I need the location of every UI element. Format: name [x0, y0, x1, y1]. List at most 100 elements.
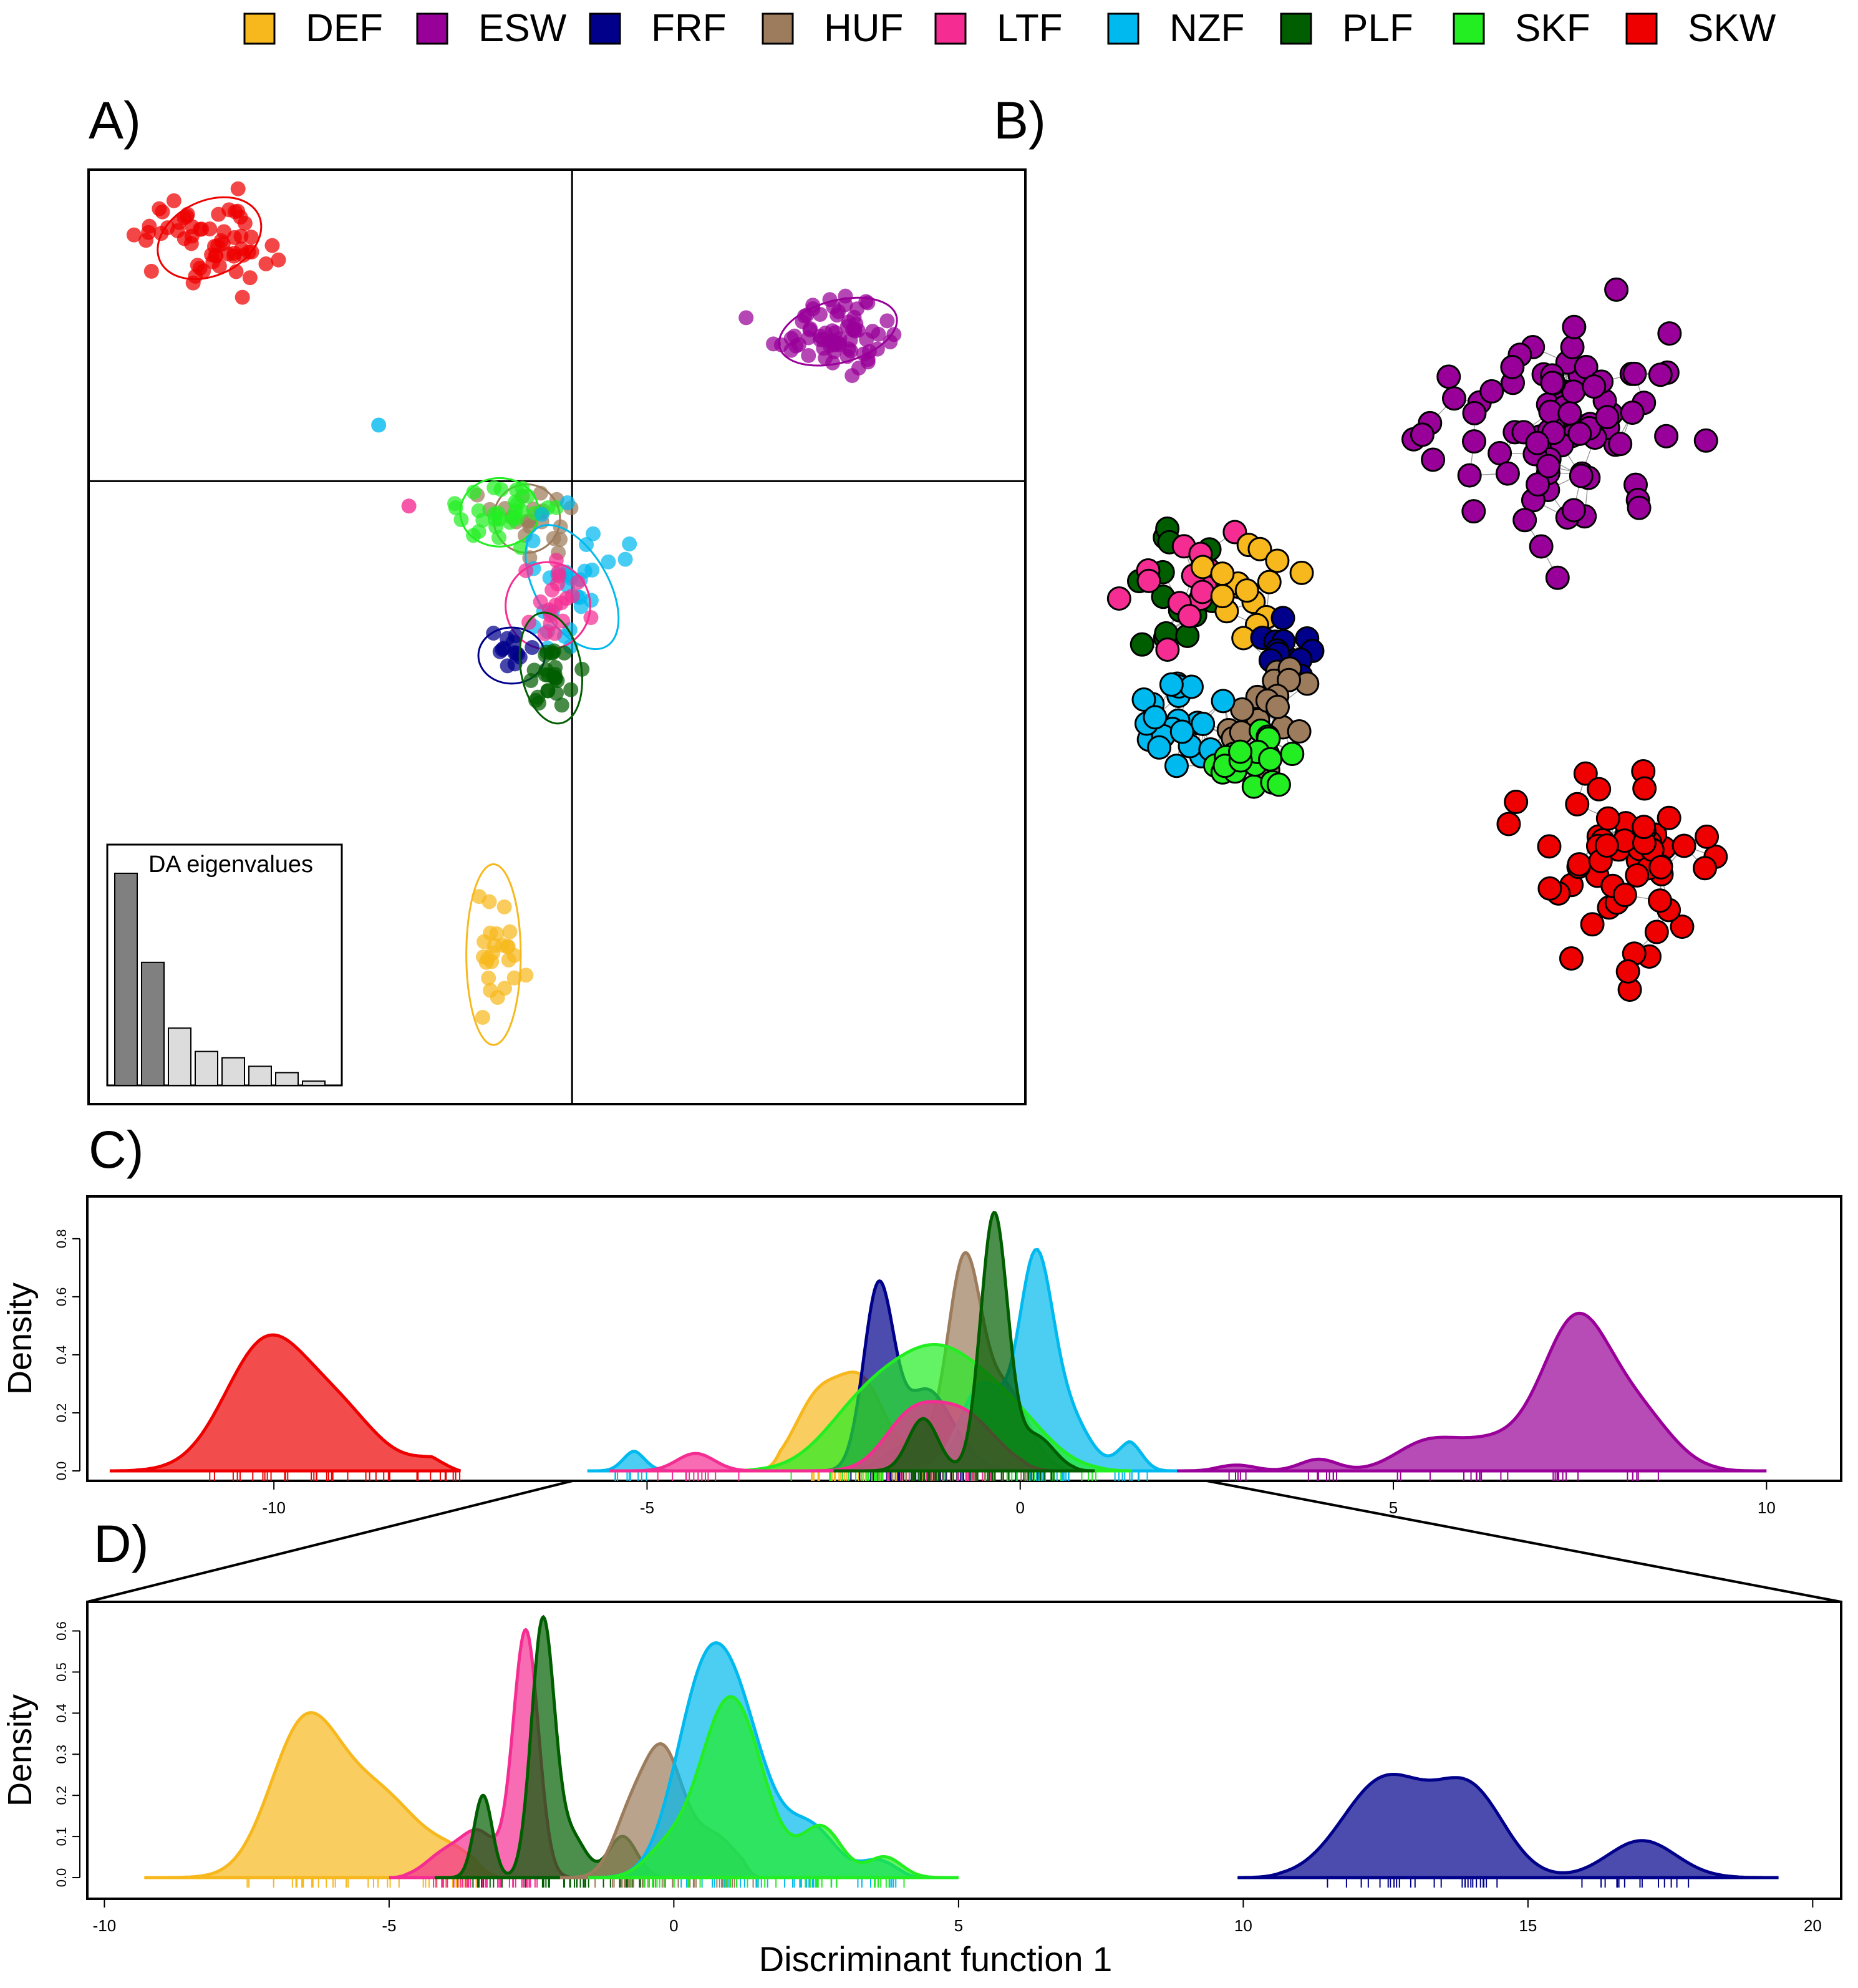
legend-label-esw: ESW	[478, 7, 567, 50]
scatter-point-skw	[185, 275, 201, 291]
network-node-esw	[1488, 441, 1512, 466]
rug-esw	[1228, 1472, 1659, 1481]
network-node-skw	[1670, 914, 1695, 939]
network-node-frf	[1270, 606, 1295, 631]
network-node-skw	[1648, 855, 1673, 880]
network-node-skw	[1594, 833, 1619, 858]
scatter-point-def	[483, 925, 498, 941]
panel-a-frame	[87, 168, 1027, 1105]
eigenvalue-bar	[141, 961, 165, 1087]
density-curve-plf	[833, 1211, 1095, 1473]
scatter-point-skf	[471, 524, 486, 540]
scatter-point-esw	[828, 325, 843, 341]
panel-label-b: B)	[994, 91, 1046, 150]
network-node-esw	[1654, 424, 1679, 449]
scatter-point-skf	[508, 482, 524, 498]
network-node-skw	[1565, 792, 1590, 817]
scatter-group-def	[465, 863, 534, 1046]
scatter-point-def	[501, 953, 516, 968]
panel-b-network	[1106, 277, 1728, 1002]
network-node-esw	[1567, 421, 1592, 446]
network-node-skw	[1632, 776, 1657, 801]
scatter-point-def	[502, 924, 518, 939]
legend-item-esw: ESW	[416, 7, 567, 50]
scatter-point-skf	[486, 480, 502, 495]
x-tick-label: 5	[954, 1916, 963, 1935]
network-node-skw	[1573, 761, 1598, 786]
legend-label-def: DEF	[306, 7, 383, 50]
x-tick-label: 5	[1389, 1498, 1398, 1517]
rug-skf	[631, 1879, 905, 1888]
network-node-skw	[1672, 833, 1696, 858]
zoom-connector-right	[1206, 1480, 1842, 1603]
scatter-point-ltf	[548, 553, 564, 568]
scatter-point-skw	[138, 233, 154, 248]
network-node-skw	[1625, 863, 1650, 888]
zoom-connectors	[87, 1480, 1842, 1603]
x-tick-label: -5	[640, 1498, 654, 1517]
scatter-point-skw	[221, 202, 237, 218]
scatter-point-skw	[166, 193, 181, 208]
scatter-point-def	[495, 938, 510, 953]
scatter-point-skw	[170, 223, 185, 238]
network-node-def	[1234, 578, 1259, 603]
scatter-point-skw	[194, 221, 210, 237]
scatter-point-esw	[886, 327, 902, 342]
network-node-ltf	[1155, 637, 1180, 662]
eigenvalue-bar	[195, 1050, 218, 1086]
panel-c-density: Density 0.0 0.2 0.4 0.6 0.8 -10 -5 0 5 10	[1, 1195, 1842, 1517]
scatter-point-skw	[233, 210, 248, 225]
network-node-esw	[1461, 499, 1486, 524]
scatter-point-frf	[507, 645, 523, 661]
scatter-point-skf	[492, 511, 508, 526]
y-tick-label: 0.1	[54, 1827, 69, 1846]
legend-item-skf: SKF	[1453, 7, 1590, 50]
network-node-skw	[1580, 912, 1605, 937]
network-node-skw	[1693, 856, 1718, 881]
scatter-point-skw	[211, 258, 227, 274]
scatter-point-nzf	[617, 551, 633, 567]
scatter-point-plf	[563, 682, 579, 697]
y-tick-label: 0.4	[54, 1346, 69, 1365]
legend-label-plf: PLF	[1342, 7, 1413, 50]
scatter-point-skf	[510, 496, 525, 512]
network-node-nzf	[1179, 674, 1204, 699]
y-tick-label: 0.3	[54, 1745, 69, 1764]
network-node-skw	[1595, 806, 1620, 831]
network-node-esw	[1604, 277, 1629, 302]
zoom-connector-left	[87, 1480, 573, 1603]
scatter-point-skw	[233, 228, 249, 244]
network-node-ltf	[1190, 579, 1215, 604]
inset-title: DA eigenvalues	[148, 851, 313, 878]
network-node-skw	[1504, 790, 1529, 815]
scatter-point-skw	[126, 227, 142, 243]
network-node-esw	[1526, 472, 1551, 497]
network-node-esw	[1512, 508, 1537, 533]
scatter-point-skw	[192, 260, 208, 276]
network-node-nzf	[1159, 672, 1184, 697]
scatter-point-def	[483, 982, 498, 998]
y-tick-label: 0.6	[54, 1287, 69, 1307]
legend-label-skw: SKW	[1688, 7, 1776, 50]
network-node-skw	[1567, 852, 1592, 877]
y-tick-label: 0.0	[54, 1868, 69, 1888]
scatter-point-plf	[526, 662, 542, 678]
legend-item-huf: HUF	[762, 7, 903, 50]
scatter-point-plf	[539, 644, 554, 660]
scatter-point-frf	[495, 642, 510, 657]
legend-item-nzf: NZF	[1107, 7, 1245, 50]
eigenvalue-bar	[221, 1057, 245, 1087]
inertia-ellipse-plf	[518, 611, 584, 725]
legend-swatch-frf	[589, 12, 621, 45]
scatter-point-def	[475, 1009, 490, 1025]
network-node-skw	[1537, 876, 1562, 901]
network-node-huf	[1287, 719, 1312, 744]
network-node-skw	[1648, 888, 1673, 913]
scatter-point-esw	[815, 331, 831, 347]
x-tick-label: -10	[93, 1916, 117, 1935]
network-node-skw	[1587, 777, 1612, 802]
network-node-def	[1210, 561, 1235, 586]
scatter-point-esw	[858, 294, 874, 309]
legend-swatch-esw	[416, 12, 448, 45]
panel-d-xlabel: Discriminant function 1	[759, 1939, 1112, 1979]
